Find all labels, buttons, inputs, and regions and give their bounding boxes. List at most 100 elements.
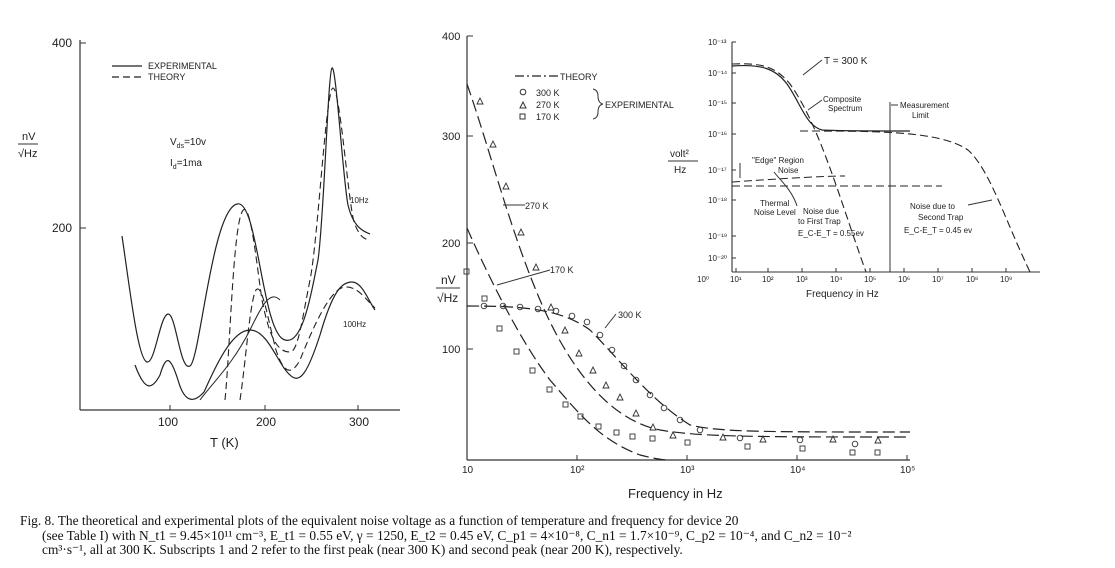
first-trap-curve (731, 63, 867, 273)
mid-x-tick-label: 10 (462, 465, 474, 476)
inset-y-tick-label: 10⁻¹³ (708, 38, 727, 47)
curve-label-300k: 300 K (618, 310, 642, 320)
legend-marker-triangle (519, 100, 527, 109)
inset-annotation-composite-2: Spectrum (828, 104, 863, 113)
inset-annotation-first-3: E_C-E_T = 0.55ev (798, 229, 864, 238)
mid-legend-170k: 170 K (536, 112, 560, 122)
theory-170k-curve (466, 227, 671, 461)
inset-annotation-thermal-2: Noise Level (754, 208, 796, 217)
inset-annotation-edge-2: Noise (778, 166, 799, 175)
mid-y-ticks (467, 35, 473, 350)
inset-x-tick-label: 10² (762, 275, 774, 284)
middle-chart: 400 300 200 100 10 10² 10³ 10⁴ 10⁵ Frequ… (436, 31, 915, 501)
legend-experimental-label: EXPERIMENTAL (148, 61, 217, 71)
theory-10hz-curve (224, 87, 369, 401)
second-trap-curve (799, 130, 1031, 273)
experimental-10hz-curve (121, 67, 371, 367)
inset-annotation-second-3: E_C-E_T = 0.45 ev (904, 226, 972, 235)
inset-y-tick-label: 10⁻¹⁷ (708, 166, 727, 175)
caption-line-3: cm³·s⁻¹, all at 300 K. Subscripts 1 and … (42, 542, 683, 557)
inset-x-tick-label: 10⁹ (1000, 275, 1012, 284)
inset-x-tick-label: 10¹ (730, 275, 742, 284)
caption-line-1: Fig. 8. The theoretical and experimental… (20, 513, 739, 528)
mid-x-axis-label: Frequency in Hz (628, 486, 723, 501)
mid-x-ticks (576, 455, 908, 460)
inset-arrow-first (773, 171, 798, 207)
legend-marker-circle (519, 88, 527, 96)
curve-label-170k: 170 K (550, 265, 574, 275)
inset-arrow-second (967, 199, 993, 206)
left-x-axis-label: T (K) (210, 435, 239, 450)
left-y-tick-label: 400 (52, 36, 72, 50)
mid-y-label-bottom: √Hz (437, 291, 458, 305)
left-y-tick-label: 200 (52, 221, 72, 235)
mid-y-tick-label: 400 (442, 31, 460, 43)
experimental-markers (463, 96, 882, 456)
mid-x-tick-label: 10³ (680, 465, 695, 476)
figure-caption: Fig. 8. The theoretical and experimental… (20, 513, 1100, 558)
inset-annotation-composite-1: Composite (823, 95, 862, 104)
curve-label-270k: 270 K (525, 201, 549, 211)
mid-legend-270k: 270 K (536, 100, 560, 110)
legend-marker-square (519, 113, 526, 120)
inset-arrow-t300 (802, 59, 823, 76)
inset-x-tick-label: 10³ (796, 275, 808, 284)
inset-annotation-meas-1: Measurement (900, 101, 950, 110)
label-arrow-170k (496, 269, 551, 286)
mid-legend-300k: 300 K (536, 88, 560, 98)
inset-x-ticks (735, 268, 1007, 272)
left-y-label-top: nV (22, 131, 36, 143)
left-x-tick-label: 300 (349, 415, 369, 429)
param-vds: Vds=10v (170, 137, 206, 150)
mid-y-tick-label: 100 (442, 344, 460, 356)
mid-x-tick-label: 10⁵ (900, 465, 915, 476)
curve-label-100hz: 100Hz (343, 320, 366, 329)
mid-y-tick-label: 200 (442, 238, 460, 250)
composite-spectrum-curve (731, 64, 911, 132)
inset-y-ticks (732, 41, 736, 259)
inset-y-tick-label: 10⁻¹⁸ (708, 196, 727, 205)
experimental-mid-curve (199, 296, 281, 401)
experimental-100hz-curve (134, 281, 376, 400)
inset-x-tick-label: 10⁰ (697, 275, 709, 284)
mid-x-tick-label: 10⁴ (790, 465, 805, 476)
left-x-tick-label: 100 (158, 415, 178, 429)
label-arrow-300k (604, 313, 617, 329)
inset-annotation-second-2: Second Trap (918, 213, 964, 222)
legend-theory-label: THEORY (148, 72, 185, 82)
inset-x-tick-label: 10⁴ (830, 275, 843, 284)
mid-x-tick-label: 10² (570, 465, 585, 476)
inset-x-axis-label: Frequency in Hz (806, 289, 879, 300)
inset-x-tick-label: 10⁵ (864, 275, 876, 284)
left-x-tick-label: 200 (256, 415, 276, 429)
inset-y-tick-label: 10⁻¹⁶ (708, 130, 727, 139)
inset-annotation-thermal-1: Thermal (760, 199, 790, 208)
inset-y-tick-label: 10⁻¹⁵ (708, 99, 727, 108)
legend-brace (592, 88, 604, 120)
curve-label-10hz: 10Hz (350, 196, 369, 205)
inset-y-tick-label: 10⁻²⁰ (708, 254, 727, 263)
edge-noise-curve (731, 175, 846, 183)
inset-y-label-top: volt² (670, 149, 690, 160)
left-chart: 400 200 100 200 300 T (K) nV √Hz EXPERIM… (18, 36, 400, 450)
inset-x-tick-label: 10⁸ (966, 275, 978, 284)
inset-y-tick-label: 10⁻¹⁴ (708, 69, 728, 78)
inset-annotation-second-1: Noise due to (910, 202, 955, 211)
left-y-label-bottom: √Hz (18, 148, 37, 160)
theory-300k-curve (466, 305, 911, 433)
inset-annotation-t300: T = 300 K (824, 56, 868, 67)
inset-x-tick-label: 10⁷ (932, 275, 944, 284)
mid-legend-theory-label: THEORY (560, 72, 597, 82)
inset-annotation-meas-2: Limit (912, 111, 930, 120)
inset-arrow-composite (807, 99, 823, 111)
inset-x-tick-label: 10⁶ (898, 275, 910, 284)
mid-y-tick-label: 300 (442, 131, 460, 143)
theory-270k-curve (466, 83, 911, 438)
inset-annotation-first-1: Noise due (803, 207, 840, 216)
mid-y-label-top: nV (441, 273, 456, 287)
inset-chart: 10⁻¹³ 10⁻¹⁴ 10⁻¹⁵ 10⁻¹⁶ 10⁻¹⁷ 10⁻¹⁸ 10⁻¹… (668, 38, 1040, 300)
param-id: Id=1ma (170, 158, 202, 171)
caption-line-2: (see Table I) with N_t1 = 9.45×10¹¹ cm⁻³… (42, 527, 852, 543)
inset-y-tick-label: 10⁻¹⁹ (708, 232, 727, 241)
